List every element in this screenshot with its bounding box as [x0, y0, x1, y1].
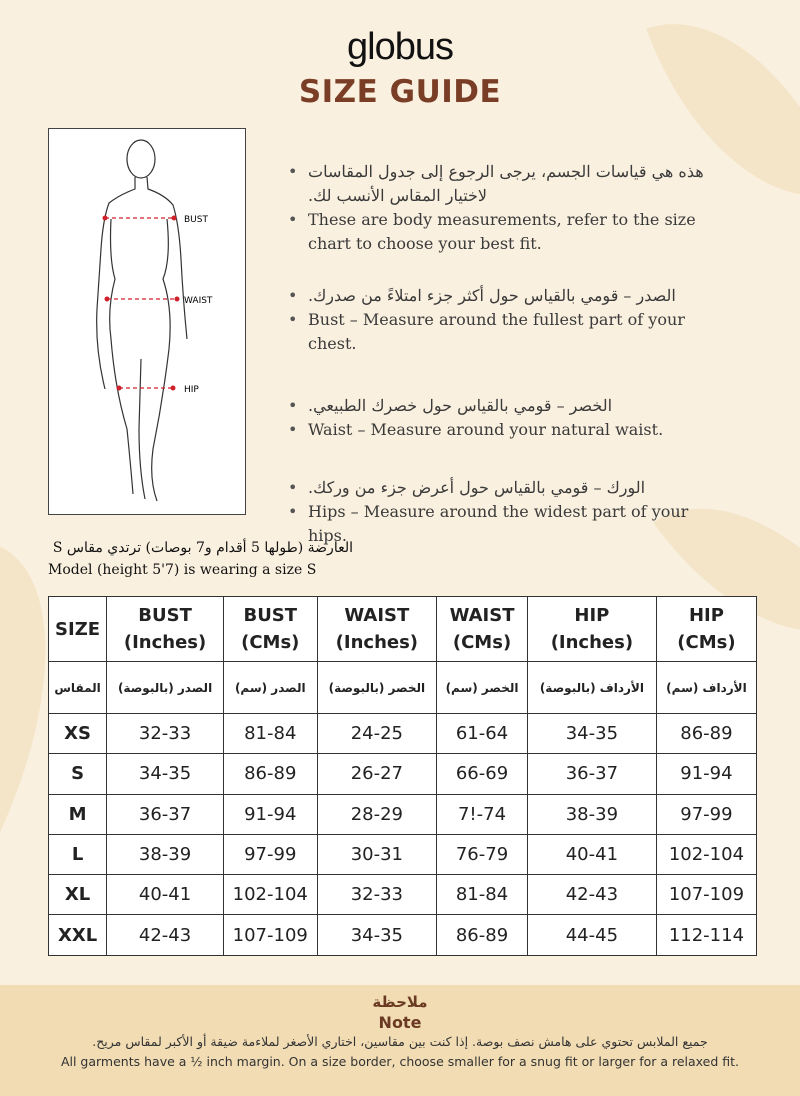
- bullet-ar: الخصر – قومي بالقياس حول خصرك الطبيعي.: [288, 394, 728, 418]
- measurement-cell: 76-79: [436, 833, 528, 876]
- column-header-ar: الأرداف (بالبوصة): [526, 661, 657, 714]
- measurement-cell: 36-37: [106, 793, 224, 835]
- size-cell: XXL: [47, 914, 108, 956]
- note-title: Note: [378, 1013, 422, 1032]
- measurement-cell: 97-99: [655, 793, 758, 835]
- bullet-en: Waist – Measure around your natural wais…: [288, 418, 728, 442]
- measurement-cell: 112-114: [655, 914, 758, 956]
- note-text-ar: جميع الملابس تحتوي على هامش نصف بوصة. إذ…: [92, 1034, 708, 1049]
- note-section: ملاحظة Note جميع الملابس تحتوي على هامش …: [0, 985, 800, 1096]
- size-cell: S: [47, 753, 108, 795]
- measurement-cell: 34-35: [526, 712, 657, 755]
- page-title: SIZE GUIDE: [298, 74, 502, 110]
- measurement-cell: 40-41: [106, 874, 224, 916]
- column-header: HIP (Inches): [526, 596, 657, 662]
- bullet-ar: الورك – قومي بالقياس حول أعرض جزء من ورك…: [288, 476, 728, 500]
- measurement-cell: 34-35: [316, 914, 438, 956]
- table-row: L 38-39 97-99 30-31 76-79 40-41 102-104: [47, 833, 758, 876]
- measurement-cell: 61-64: [436, 712, 528, 755]
- waist-label: WAIST: [184, 296, 213, 306]
- column-header: BUST (Inches): [106, 596, 224, 662]
- column-header-ar: الصدر (سم): [223, 661, 318, 714]
- measurement-cell: 24-25: [316, 712, 438, 755]
- column-header-ar: الخصر (سم): [436, 661, 528, 714]
- measurement-cell: 34-35: [106, 753, 224, 795]
- arabic-header-row: المقاس الصدر (بالبوصة) الصدر (سم) الخصر (با…: [47, 661, 758, 714]
- size-cell: XL: [47, 874, 108, 916]
- table-row: XS 32-33 81-84 24-25 61-64 34-35 86-89: [47, 712, 758, 755]
- measurement-cell: 66-69: [436, 753, 528, 795]
- measurement-cell: 26-27: [316, 753, 438, 795]
- measurement-cell: 30-31: [316, 833, 438, 876]
- measurement-cell: 97-99: [223, 833, 318, 876]
- model-info-en: Model (height 5'7) is wearing a size S: [48, 562, 317, 578]
- body-measurement-figure: BUST WAIST HIP: [48, 128, 246, 515]
- size-chart-table: SIZE BUST (Inches) BUST (CMs) WAIST (Inches) WA…: [47, 596, 758, 956]
- measurement-cell: 81-84: [223, 712, 318, 755]
- measurement-cell: 32-33: [316, 874, 438, 916]
- measurement-cell: 86-89: [655, 712, 758, 755]
- measurement-cell: 91-94: [223, 793, 318, 835]
- column-header: WAIST (Inches): [316, 596, 438, 662]
- measurement-cell: 38-39: [106, 833, 224, 876]
- bullet-ar: هذه هي قياسات الجسم، يرجى الرجوع إلى جدو…: [288, 160, 728, 208]
- measurement-cell: 107-109: [655, 874, 758, 916]
- measurement-cell: 86-89: [223, 753, 318, 795]
- bullet-ar: الصدر – قومي بالقياس حول أكثر جزء امتلاء…: [288, 284, 728, 308]
- hip-label: HIP: [184, 385, 199, 395]
- size-cell: M: [47, 793, 108, 835]
- column-header: BUST (CMs): [223, 596, 318, 662]
- column-header-ar: الأرداف (سم): [655, 661, 758, 714]
- measurement-cell: 81-84: [436, 874, 528, 916]
- measurement-instructions: هذه هي قياسات الجسم، يرجى الرجوع إلى جدو…: [288, 160, 728, 548]
- measurement-cell: 7!-74: [436, 793, 528, 835]
- measurement-cell: 91-94: [655, 753, 758, 795]
- measurement-cell: 42-43: [526, 874, 657, 916]
- table-row: S 34-35 86-89 26-27 66-69 36-37 91-94: [47, 753, 758, 795]
- column-header-ar: الصدر (بالبوصة): [106, 661, 224, 714]
- model-info-ar: العارضة (طولها 5 أقدام و7 بوصات) ترتدي م…: [52, 540, 353, 556]
- size-cell: L: [47, 833, 108, 876]
- column-header: WAIST (CMs): [436, 596, 528, 662]
- measurement-cell: 86-89: [436, 914, 528, 956]
- measurement-cell: 36-37: [526, 753, 657, 795]
- measurement-cell: 44-45: [526, 914, 657, 956]
- column-header: SIZE: [47, 596, 108, 662]
- bullet-en: Hips – Measure around the widest part of…: [288, 500, 728, 548]
- measurement-cell: 102-104: [655, 833, 758, 876]
- size-cell: XS: [47, 712, 108, 755]
- column-header-ar: المقاس: [47, 661, 108, 714]
- measurement-cell: 107-109: [223, 914, 318, 956]
- bullet-en: Bust – Measure around the fullest part o…: [288, 308, 728, 356]
- measurement-cell: 28-29: [316, 793, 438, 835]
- table-row: M 36-37 91-94 28-29 7!-74 38-39 97-99: [47, 793, 758, 835]
- header-row: SIZE BUST (Inches) BUST (CMs) WAIST (Inches) WA…: [47, 596, 758, 662]
- table-row: XL 40-41 102-104 32-33 81-84 42-43 107-109: [47, 874, 758, 916]
- column-header-ar: الخصر (بالبوصة): [316, 661, 438, 714]
- bullet-en: These are body measurements, refer to th…: [288, 208, 728, 256]
- note-title-ar: ملاحظة: [372, 993, 428, 1011]
- measurement-cell: 32-33: [106, 712, 224, 755]
- measurement-cell: 42-43: [106, 914, 224, 956]
- note-text: All garments have a ½ inch margin. On a …: [60, 1054, 740, 1069]
- table-row: XXL 42-43 107-109 34-35 86-89 44-45 112-114: [47, 914, 758, 956]
- column-header: HIP (CMs): [655, 596, 758, 662]
- model-info: العارضة (طولها 5 أقدام و7 بوصات) ترتدي م…: [48, 537, 353, 581]
- measurement-cell: 102-104: [223, 874, 318, 916]
- brand-logo: globus: [347, 26, 454, 68]
- bust-label: BUST: [184, 215, 208, 225]
- measurement-cell: 38-39: [526, 793, 657, 835]
- measurement-cell: 40-41: [526, 833, 657, 876]
